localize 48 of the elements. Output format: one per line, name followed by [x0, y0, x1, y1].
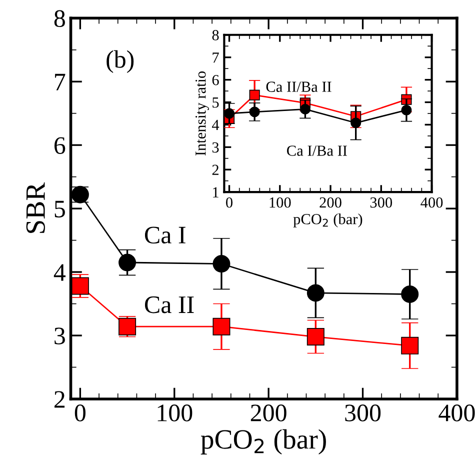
series-label: Ca I	[144, 226, 186, 244]
x-tick-label: 0	[74, 404, 86, 422]
point	[401, 336, 419, 354]
y-tick-label: 4	[212, 120, 220, 130]
point	[118, 254, 136, 272]
y-tick-label: 8	[212, 30, 219, 40]
y-tick-label: 6	[212, 74, 219, 86]
y-tick-label: 2	[54, 391, 65, 408]
y-tick-label: 4	[54, 264, 66, 281]
x-tick-label: 0	[226, 197, 232, 208]
point	[306, 284, 324, 302]
y-tick-label: 3	[212, 142, 219, 153]
series-label: Ca II/Ba II	[266, 82, 332, 92]
x-axis-title: pCO$_{2}$ (bar)	[200, 429, 326, 454]
y-axis-title: Intensity ratio	[196, 71, 209, 156]
x-tick-label: 300	[345, 404, 381, 422]
x-tick-label: 400	[438, 404, 475, 422]
point	[71, 277, 89, 295]
point	[212, 255, 230, 273]
y-tick-label: 3	[54, 328, 65, 344]
x-tick-label: 100	[158, 404, 192, 422]
x-axis-title: pCO$_{2}$ (bar)	[293, 214, 362, 228]
series-label: Ca I/Ba II	[287, 146, 347, 156]
point	[212, 318, 230, 336]
y-tick-label: 2	[212, 164, 218, 175]
point	[224, 108, 235, 119]
y-tick-label: 7	[212, 52, 219, 63]
x-tick-label: 300	[370, 197, 392, 208]
y-tick-label: 7	[55, 74, 66, 90]
point	[249, 90, 260, 100]
y-axis-title: SBR	[26, 182, 45, 233]
y-tick-label: 5	[54, 200, 65, 218]
y-tick-label: 8	[54, 10, 65, 28]
point	[300, 104, 310, 114]
x-tick-label: 400	[420, 197, 443, 208]
point	[350, 118, 362, 128]
x-tick-label: 200	[320, 197, 342, 208]
x-tick-label: 200	[250, 404, 286, 422]
annotation: (b)	[106, 50, 134, 73]
point	[306, 328, 324, 346]
y-tick-label: 1	[213, 187, 218, 198]
point	[401, 285, 419, 303]
series-label: Ca II	[144, 296, 194, 314]
y-tick-label: 5	[212, 98, 219, 108]
point	[401, 104, 412, 116]
x-tick-label: 100	[270, 197, 291, 208]
point	[249, 106, 260, 118]
y-tick-label: 6	[54, 137, 66, 154]
